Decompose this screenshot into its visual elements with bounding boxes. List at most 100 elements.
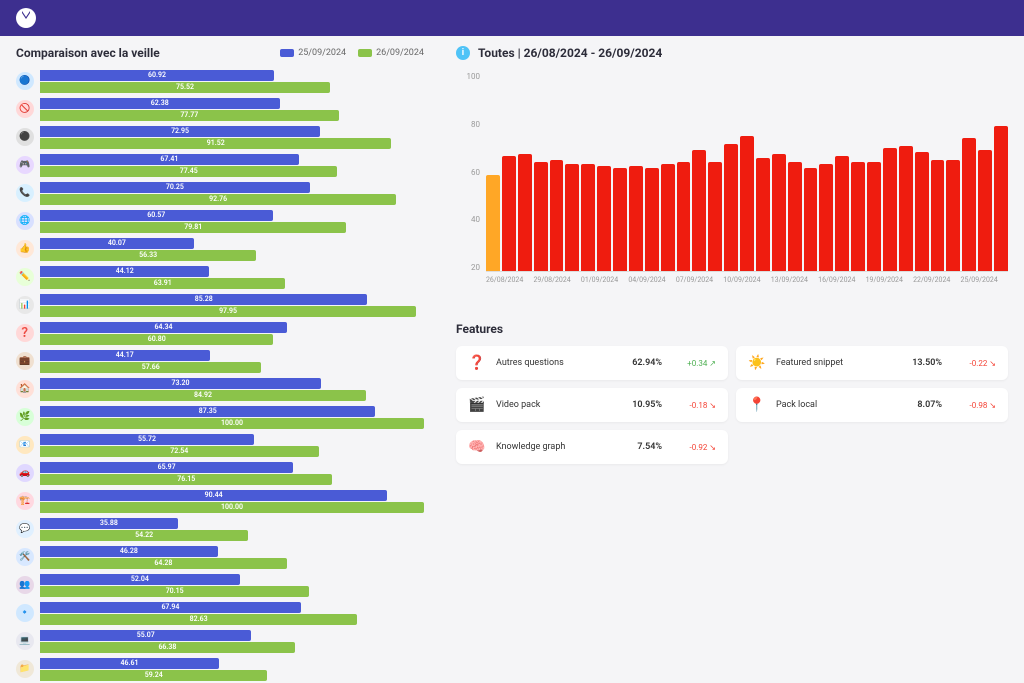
compare-row[interactable]: 🌐 60.57 79.81 (16, 208, 424, 234)
bar-value: 52.04 (131, 575, 149, 583)
compare-row[interactable]: 👍 40.07 56.33 (16, 236, 424, 262)
compare-row[interactable]: 🚫 62.38 77.77 (16, 96, 424, 122)
timeline-bar[interactable] (518, 154, 532, 271)
timeline-bar[interactable] (502, 156, 516, 271)
timeline-bar[interactable] (994, 126, 1008, 271)
timeline-bar[interactable] (550, 160, 564, 271)
bar-value: 55.72 (138, 435, 156, 443)
timeline-bar[interactable] (931, 160, 945, 271)
bar-day1: 46.28 (40, 546, 218, 557)
info-icon[interactable]: i (456, 46, 470, 60)
bar-value: 55.07 (137, 631, 155, 639)
timeline-bar[interactable] (883, 148, 897, 271)
timeline-bar[interactable] (835, 156, 849, 271)
timeline-bar[interactable] (788, 162, 802, 271)
timeline-bar[interactable] (661, 164, 675, 271)
feature-card[interactable]: ☀️ Featured snippet 13.50% -0.22 ↘ (736, 346, 1008, 380)
compare-row[interactable]: ❓ 64.34 60.80 (16, 320, 424, 346)
bar-day2: 100.00 (40, 418, 424, 429)
bar-day2: 76.15 (40, 474, 332, 485)
timeline-bar[interactable] (613, 168, 627, 271)
compare-row[interactable]: 💻 55.07 66.38 (16, 628, 424, 654)
timeline-bar[interactable] (946, 160, 960, 271)
legend-item[interactable]: 25/09/2024 (280, 48, 346, 58)
timeline-bar[interactable] (581, 164, 595, 271)
timeline-bar[interactable] (899, 146, 913, 271)
row-bars: 70.25 92.76 (40, 182, 424, 205)
timeline-bar[interactable] (851, 162, 865, 271)
feature-card[interactable]: ❓ Autres questions 62.94% +0.34 ↗ (456, 346, 728, 380)
compare-row[interactable]: 💬 35.88 54.22 (16, 516, 424, 542)
comparison-chart: 🔵 60.92 75.52 🚫 62.38 77.77 ⚫ 72.95 91.5… (16, 68, 424, 683)
compare-row[interactable]: 🚗 65.97 76.15 (16, 460, 424, 486)
compare-row[interactable]: 🌿 87.35 100.00 (16, 404, 424, 430)
compare-row[interactable]: 🔹 67.94 82.63 (16, 600, 424, 626)
bar-value: 76.15 (177, 475, 195, 483)
compare-row[interactable]: 👥 52.04 70.15 (16, 572, 424, 598)
compare-row[interactable]: 📁 46.61 59.24 (16, 656, 424, 682)
bar-day2: 64.28 (40, 558, 287, 569)
bar-value: 90.44 (205, 491, 223, 499)
legend-item[interactable]: 26/09/2024 (358, 48, 424, 58)
timeline-bar[interactable] (486, 175, 500, 271)
feature-name: Autres questions (496, 358, 622, 368)
comparison-title: Comparaison avec la veille (16, 46, 160, 60)
compare-row[interactable]: 🛠️ 46.28 64.28 (16, 544, 424, 570)
bar-value: 82.63 (190, 615, 208, 623)
compare-row[interactable]: 🎮 67.41 77.45 (16, 152, 424, 178)
feature-icon: 🧠 (468, 438, 486, 456)
timeline-bar[interactable] (724, 144, 738, 271)
bar-day1: 44.17 (40, 350, 210, 361)
brand-logo-icon[interactable] (16, 8, 36, 28)
compare-row[interactable]: 🏗️ 90.44 100.00 (16, 488, 424, 514)
timeline-bar[interactable] (756, 158, 770, 271)
bar-day2: 60.80 (40, 334, 273, 345)
bar-day1: 73.20 (40, 378, 321, 389)
timeline-bar[interactable] (915, 152, 929, 271)
feature-name: Featured snippet (776, 358, 902, 368)
timeline-bar[interactable] (804, 168, 818, 271)
category-icon: 🎮 (16, 156, 34, 174)
compare-row[interactable]: ✏️ 44.12 63.91 (16, 264, 424, 290)
timeline-bar[interactable] (772, 154, 786, 271)
bar-day2: 97.95 (40, 306, 416, 317)
legend-swatch-icon (358, 49, 372, 57)
timeline-bar[interactable] (962, 138, 976, 271)
bar-value: 66.38 (158, 643, 176, 651)
timeline-bar[interactable] (708, 162, 722, 271)
bar-value: 91.52 (207, 139, 225, 147)
timeline-bar[interactable] (629, 166, 643, 271)
row-bars: 72.95 91.52 (40, 126, 424, 149)
timeline-bar[interactable] (978, 150, 992, 271)
timeline-bar[interactable] (565, 164, 579, 271)
bar-day1: 46.61 (40, 658, 219, 669)
row-bars: 73.20 84.92 (40, 378, 424, 401)
category-icon: 🏠 (16, 380, 34, 398)
app-header (0, 0, 1024, 36)
bar-value: 84.92 (194, 391, 212, 399)
feature-card[interactable]: 🎬 Video pack 10.95% -0.18 ↘ (456, 388, 728, 422)
timeline-bar[interactable] (597, 166, 611, 271)
compare-row[interactable]: 🔵 60.92 75.52 (16, 68, 424, 94)
feature-card[interactable]: 📍 Pack local 8.07% -0.98 ↘ (736, 388, 1008, 422)
compare-row[interactable]: 💼 44.17 57.66 (16, 348, 424, 374)
compare-row[interactable]: 📞 70.25 92.76 (16, 180, 424, 206)
compare-row[interactable]: ⚫ 72.95 91.52 (16, 124, 424, 150)
compare-row[interactable]: 📧 55.72 72.54 (16, 432, 424, 458)
timeline-bar[interactable] (740, 136, 754, 271)
timeline-bar[interactable] (867, 162, 881, 271)
bar-value: 75.52 (176, 83, 194, 91)
compare-row[interactable]: 🏠 73.20 84.92 (16, 376, 424, 402)
bar-day2: 66.38 (40, 642, 295, 653)
bar-day2: 56.33 (40, 250, 256, 261)
timeline-bar[interactable] (645, 168, 659, 271)
timeline-bar[interactable] (677, 162, 691, 271)
timeline-bar[interactable] (819, 164, 833, 271)
compare-row[interactable]: 📊 85.28 97.95 (16, 292, 424, 318)
bar-day2: 91.52 (40, 138, 391, 149)
timeline-bar[interactable] (692, 150, 706, 271)
feature-card[interactable]: 🧠 Knowledge graph 7.54% -0.92 ↘ (456, 430, 728, 464)
bar-day1: 44.12 (40, 266, 209, 277)
category-icon: 🔵 (16, 72, 34, 90)
timeline-bar[interactable] (534, 162, 548, 271)
